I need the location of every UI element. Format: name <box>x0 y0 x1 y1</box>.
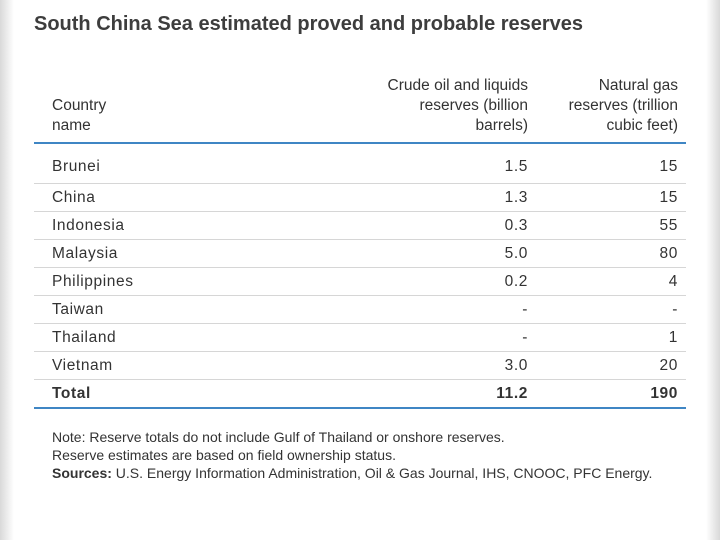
sources-text: U.S. Energy Information Administration, … <box>111 465 653 481</box>
country-cell: Thailand <box>34 323 360 352</box>
country-cell: Malaysia <box>34 239 360 268</box>
oil-cell: - <box>360 295 536 324</box>
total-gas-cell: 190 <box>536 379 686 409</box>
header-oil-line: Crude oil and liquids <box>387 77 528 94</box>
note-ownership: Reserve estimates are based on field own… <box>52 447 396 463</box>
reserves-table: Country name Crude oil and liquids reser… <box>34 76 686 409</box>
header-gas-line: cubic feet) <box>606 117 678 134</box>
total-row: Total 11.2 190 <box>34 379 686 409</box>
right-edge-shadow <box>706 0 720 540</box>
country-cell: Indonesia <box>34 211 360 240</box>
table-row: Thailand - 1 <box>34 323 686 352</box>
left-edge-shadow <box>0 0 14 540</box>
header-country-line: Country <box>52 97 107 114</box>
gas-cell: 15 <box>536 143 686 184</box>
header-gas: Natural gas reserves (trillion cubic fee… <box>536 76 686 144</box>
header-gas-line: Natural gas <box>598 77 678 94</box>
table-notes: Note: Reserve totals do not include Gulf… <box>52 428 682 482</box>
sources-line: Sources: U.S. Energy Information Adminis… <box>52 464 682 482</box>
oil-cell: 0.3 <box>360 211 536 240</box>
total-label: Total <box>34 379 360 409</box>
country-cell: Taiwan <box>34 295 360 324</box>
oil-cell: 0.2 <box>360 267 536 296</box>
gas-cell: 80 <box>536 239 686 268</box>
table-row: Vietnam 3.0 20 <box>34 351 686 380</box>
gas-cell: 15 <box>536 183 686 212</box>
table-row: Philippines 0.2 4 <box>34 267 686 296</box>
oil-cell: 1.3 <box>360 183 536 212</box>
gas-cell: - <box>536 295 686 324</box>
note-totals: Note: Reserve totals do not include Gulf… <box>52 429 505 445</box>
header-oil-line: barrels) <box>475 117 528 134</box>
table-header-row: Country name Crude oil and liquids reser… <box>34 76 686 144</box>
header-oil: Crude oil and liquids reserves (billion … <box>360 76 536 144</box>
table-row: Indonesia 0.3 55 <box>34 211 686 240</box>
table-row: Taiwan - - <box>34 295 686 324</box>
country-cell: Brunei <box>34 143 360 184</box>
oil-cell: 5.0 <box>360 239 536 268</box>
sources-label: Sources: <box>52 465 112 481</box>
header-country-line: name <box>52 117 91 134</box>
reserves-figure: South China Sea estimated proved and pro… <box>24 0 694 525</box>
country-cell: Philippines <box>34 267 360 296</box>
header-gas-line: reserves (trillion <box>568 97 678 114</box>
table-row: Malaysia 5.0 80 <box>34 239 686 268</box>
gas-cell: 20 <box>536 351 686 380</box>
table-row: China 1.3 15 <box>34 183 686 212</box>
oil-cell: 3.0 <box>360 351 536 380</box>
gas-cell: 4 <box>536 267 686 296</box>
figure-title: South China Sea estimated proved and pro… <box>34 13 584 35</box>
oil-cell: 1.5 <box>360 143 536 184</box>
total-oil-cell: 11.2 <box>360 379 536 409</box>
table-row: Brunei 1.5 15 <box>34 143 686 184</box>
gas-cell: 55 <box>536 211 686 240</box>
country-cell: Vietnam <box>34 351 360 380</box>
gas-cell: 1 <box>536 323 686 352</box>
header-oil-line: reserves (billion <box>419 97 528 114</box>
header-country: Country name <box>34 76 360 144</box>
oil-cell: - <box>360 323 536 352</box>
country-cell: China <box>34 183 360 212</box>
